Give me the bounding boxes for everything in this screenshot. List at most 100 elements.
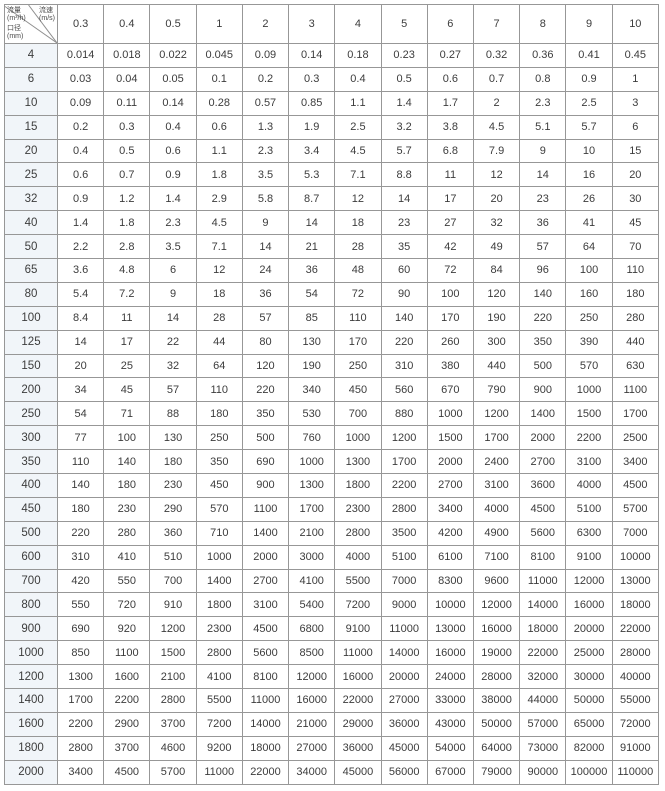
flow-value-cell: 7.1 [195,234,243,260]
flow-value-cell: 2700 [519,449,567,475]
diameter-cell: 10 [4,90,58,116]
velocity-header-cell: 1 [195,4,243,44]
flow-value-cell: 3400 [56,759,105,785]
flow-value-cell: 2000 [241,544,290,570]
flow-value-cell: 4000 [472,496,521,522]
flow-value-cell: 22000 [334,688,382,713]
flow-value-cell: 57 [519,234,567,260]
table-row: 32 0.9 1.2 1.4 2.9 5.8 8.7 12 14 17 20 23 26 30 [4,186,660,212]
velocity-header-cell: 0.4 [103,4,151,44]
flow-value-cell: 8100 [241,664,290,690]
flow-value-cell: 54 [288,281,336,307]
flow-value-cell: 11 [103,305,151,331]
flow-value-cell: 14 [241,234,290,260]
flow-value-cell: 230 [149,473,197,498]
diameter-cell: 50 [4,234,58,260]
flow-value-cell: 2800 [380,496,428,522]
flow-value-cell: 3100 [472,473,521,498]
flow-value-cell: 36 [288,258,336,283]
flow-value-cell: 3500 [380,520,428,546]
flow-value-cell: 9 [149,281,197,307]
flow-value-cell: 2.2 [56,234,105,260]
flow-value-cell: 2000 [519,425,567,451]
flow-value-cell: 1800 [334,473,382,498]
flow-value-cell: 33000 [426,688,474,713]
flow-value-cell: 2.5 [334,114,382,140]
flow-value-cell: 500 [519,353,567,379]
flow-value-cell: 2500 [611,425,660,451]
flow-value-cell: 3.6 [56,258,105,283]
diameter-unit: (mm) [7,33,24,40]
flow-value-cell: 27 [426,210,474,236]
flow-value-cell: 14 [380,186,428,212]
flow-value-cell: 5.3 [288,162,336,188]
flow-value-cell: 9100 [334,616,382,642]
flow-value-cell: 56000 [380,759,428,785]
flow-value-cell: 180 [103,473,151,498]
flow-value-cell: 20000 [565,616,613,642]
flow-value-cell: 1.9 [288,114,336,140]
diameter-cell: 450 [4,496,58,522]
flow-value-cell: 12000 [472,592,521,618]
flow-value-cell: 1300 [56,664,105,690]
velocity-header-cell: 8 [519,4,567,44]
flow-value-cell: 14000 [380,640,428,666]
diagonal-divider-icon [5,5,57,43]
diameter-cell: 250 [4,401,58,427]
flow-value-cell: 1.7 [426,90,474,116]
flow-value-cell: 0.85 [288,90,336,116]
flow-value-cell: 6.8 [426,138,474,164]
flow-value-cell: 140 [103,449,151,475]
flow-value-cell: 7000 [380,568,428,594]
flow-value-cell: 54000 [426,735,474,761]
table-row: 1000 850 1100 1500 2800 5600 8500 11000 14000 160… [4,640,660,666]
table-row: 300 77 100 130 250 500 760 1000 1200 1500 1700 2000… [4,425,660,451]
diameter-cell: 1800 [4,735,58,761]
flow-value-cell: 2900 [103,711,151,737]
flow-value-cell: 1100 [611,377,660,403]
flow-value-cell: 28 [334,234,382,260]
flow-value-cell: 350 [195,449,243,475]
flow-value-cell: 1600 [103,664,151,690]
flow-value-cell: 310 [56,544,105,570]
flow-value-cell: 28 [195,305,243,331]
flow-value-cell: 1100 [241,496,290,522]
flow-value-cell: 14 [56,329,105,355]
flow-value-cell: 110 [334,305,382,331]
flow-value-cell: 110 [56,449,105,475]
flow-value-cell: 88 [149,401,197,427]
flow-value-cell: 250 [195,425,243,451]
flow-value-cell: 1800 [195,592,243,618]
flow-value-cell: 700 [149,568,197,594]
flow-value-cell: 0.6 [426,66,474,92]
flow-value-cell: 1.1 [195,138,243,164]
flow-value-cell: 560 [380,377,428,403]
flow-value-cell: 6300 [565,520,613,546]
flow-value-cell: 4500 [241,616,290,642]
flow-value-cell: 7200 [195,711,243,737]
flow-value-cell: 14 [288,210,336,236]
flow-value-cell: 350 [241,401,290,427]
flow-value-cell: 220 [519,305,567,331]
flow-value-cell: 4600 [149,735,197,761]
flow-value-cell: 0.28 [195,90,243,116]
flow-value-cell: 1500 [565,401,613,427]
flow-value-cell: 48 [334,258,382,283]
flow-value-cell: 110000 [611,759,660,785]
flow-value-cell: 26 [565,186,613,212]
flow-value-cell: 0.5 [103,138,151,164]
flow-value-cell: 690 [56,616,105,642]
flow-value-cell: 0.022 [149,43,197,68]
flow-value-cell: 170 [426,305,474,331]
flow-value-cell: 7200 [334,592,382,618]
flow-value-cell: 36000 [334,735,382,761]
flow-value-cell: 2.3 [519,90,567,116]
flow-value-cell: 2800 [149,688,197,713]
flow-value-cell: 570 [195,496,243,522]
flow-value-cell: 280 [103,520,151,546]
header-row: 流量 (m³/h) 流速 (m/s) 口径 (mm) 0.3 0.4 0.5 1 2 3 4… [4,4,660,44]
diameter-cell: 200 [4,377,58,403]
velocity-unit: (m/s) [39,15,55,22]
flow-value-cell: 6 [611,114,660,140]
